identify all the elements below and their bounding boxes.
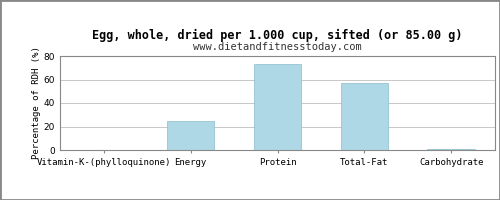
Y-axis label: Percentage of RDH (%): Percentage of RDH (%) xyxy=(32,47,41,159)
Text: www.dietandfitnesstoday.com: www.dietandfitnesstoday.com xyxy=(193,42,362,52)
Title: Egg, whole, dried per 1.000 cup, sifted (or 85.00 g): Egg, whole, dried per 1.000 cup, sifted … xyxy=(92,29,463,42)
Bar xyxy=(254,64,302,150)
Bar xyxy=(428,149,475,150)
Bar xyxy=(166,121,214,150)
Bar xyxy=(340,83,388,150)
